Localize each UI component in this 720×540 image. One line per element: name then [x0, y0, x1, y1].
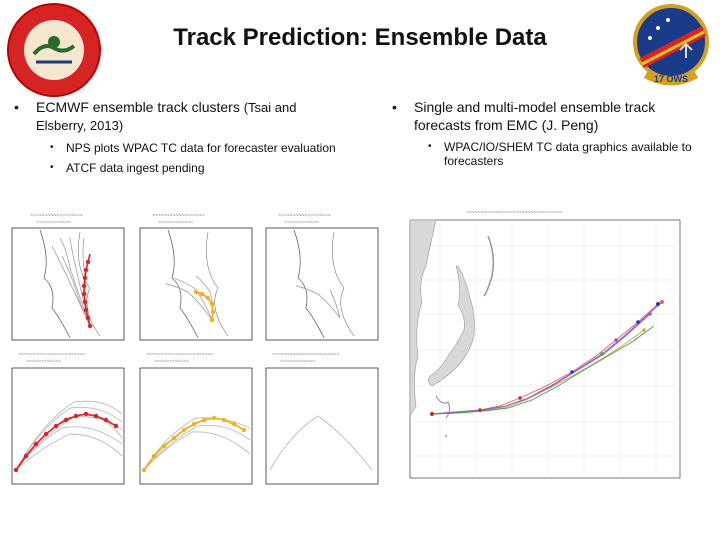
emc-track-map: ~~~~~~~~~~~~~~~~~~~~~~~~~~~~~~~~~: [396, 206, 686, 488]
left-sub-bullet-2-text: ATCF data ingest pending: [66, 161, 205, 175]
left-sub-bullet-1-text: NPS plots WPAC TC data for forecaster ev…: [66, 141, 336, 155]
left-bullet-text: ECMWF ensemble track clusters: [36, 99, 240, 115]
cluster-map-panel-3: ~~~~~~~~~~~~~~~~~~ ~~~~~~~~~~~~: [265, 213, 379, 341]
right-bullet-block: • Single and multi-model ensemble track …: [392, 98, 712, 168]
bullet-dot: •: [14, 99, 19, 115]
svg-text:~~~~~~~~~~~~~~~~~~: ~~~~~~~~~~~~~~~~~~: [278, 213, 331, 219]
jtwc-logo: [7, 3, 101, 97]
svg-text:~~~~~~~~~~~~~~~~~~: ~~~~~~~~~~~~~~~~~~: [152, 213, 205, 219]
svg-text:~~~~~~~~~~~~~~~~~~~~~~~: ~~~~~~~~~~~~~~~~~~~~~~~: [18, 352, 85, 358]
slide-title: Track Prediction: Ensemble Data: [173, 24, 547, 51]
cluster-map-panel-2: ~~~~~~~~~~~~~~~~~~ ~~~~~~~~~~~~: [139, 213, 253, 341]
track-markers: [430, 300, 664, 437]
ecmwf-cluster-figure: ~~~~~~~~~~~~~~~~~~ ~~~~~~~~~~~~ ~~~~~~~~…: [0, 208, 380, 498]
cluster-map-panel-1: ~~~~~~~~~~~~~~~~~~ ~~~~~~~~~~~~: [11, 213, 125, 341]
left-sub-bullet-2: • ATCF data ingest pending: [50, 161, 205, 175]
svg-text:~~~~~~~~~~~~: ~~~~~~~~~~~~: [154, 359, 189, 365]
ows-logo-text: 17 OWS: [654, 74, 688, 84]
left-bullet-cite-2: Elsberry, 2013): [36, 118, 124, 133]
svg-text:~~~~~~~~~~~~~~~~~~: ~~~~~~~~~~~~~~~~~~: [30, 213, 83, 219]
right-sub-bullet-1: • WPAC/IO/SHEM TC data graphics availabl…: [392, 140, 712, 168]
cluster-intensity-panel-3: ~~~~~~~~~~~~~~~~~~~~~~~ ~~~~~~~~~~~~: [265, 352, 379, 485]
svg-text:~~~~~~~~~~~~: ~~~~~~~~~~~~: [280, 359, 315, 365]
right-sub-bullet-1-text: WPAC/IO/SHEM TC data graphics available …: [444, 140, 692, 168]
right-bullet-text: Single and multi-model ensemble track fo…: [414, 99, 656, 133]
svg-text:~~~~~~~~~~~~~~~~~~~~~~~~~~~~~~: ~~~~~~~~~~~~~~~~~~~~~~~~~~~~~~~~~: [466, 210, 562, 216]
left-sub-bullet-1: • NPS plots WPAC TC data for forecaster …: [50, 141, 336, 155]
svg-text:~~~~~~~~~~~~~~~~~~~~~~~: ~~~~~~~~~~~~~~~~~~~~~~~: [146, 352, 213, 358]
cluster-intensity-panel-1: ~~~~~~~~~~~~~~~~~~~~~~~ ~~~~~~~~~~~~: [11, 352, 125, 485]
left-bullet: • ECMWF ensemble track clusters (Tsai an…: [14, 98, 359, 117]
left-bullet-cite: (Tsai and: [243, 100, 297, 115]
svg-text:~~~~~~~~~~~~: ~~~~~~~~~~~~: [158, 220, 193, 226]
ows-logo: 17 OWS: [633, 4, 709, 86]
svg-text:~~~~~~~~~~~~~~~~~~~~~~~: ~~~~~~~~~~~~~~~~~~~~~~~: [272, 352, 339, 358]
svg-text:~~~~~~~~~~~~: ~~~~~~~~~~~~: [284, 220, 319, 226]
right-bullet: • Single and multi-model ensemble track …: [392, 98, 712, 134]
left-bullet-block: • ECMWF ensemble track clusters (Tsai an…: [14, 98, 359, 175]
cluster-intensity-panel-2: ~~~~~~~~~~~~~~~~~~~~~~~ ~~~~~~~~~~~~: [139, 352, 253, 485]
svg-text:~~~~~~~~~~~~: ~~~~~~~~~~~~: [26, 359, 61, 365]
svg-text:~~~~~~~~~~~~: ~~~~~~~~~~~~: [36, 220, 71, 226]
